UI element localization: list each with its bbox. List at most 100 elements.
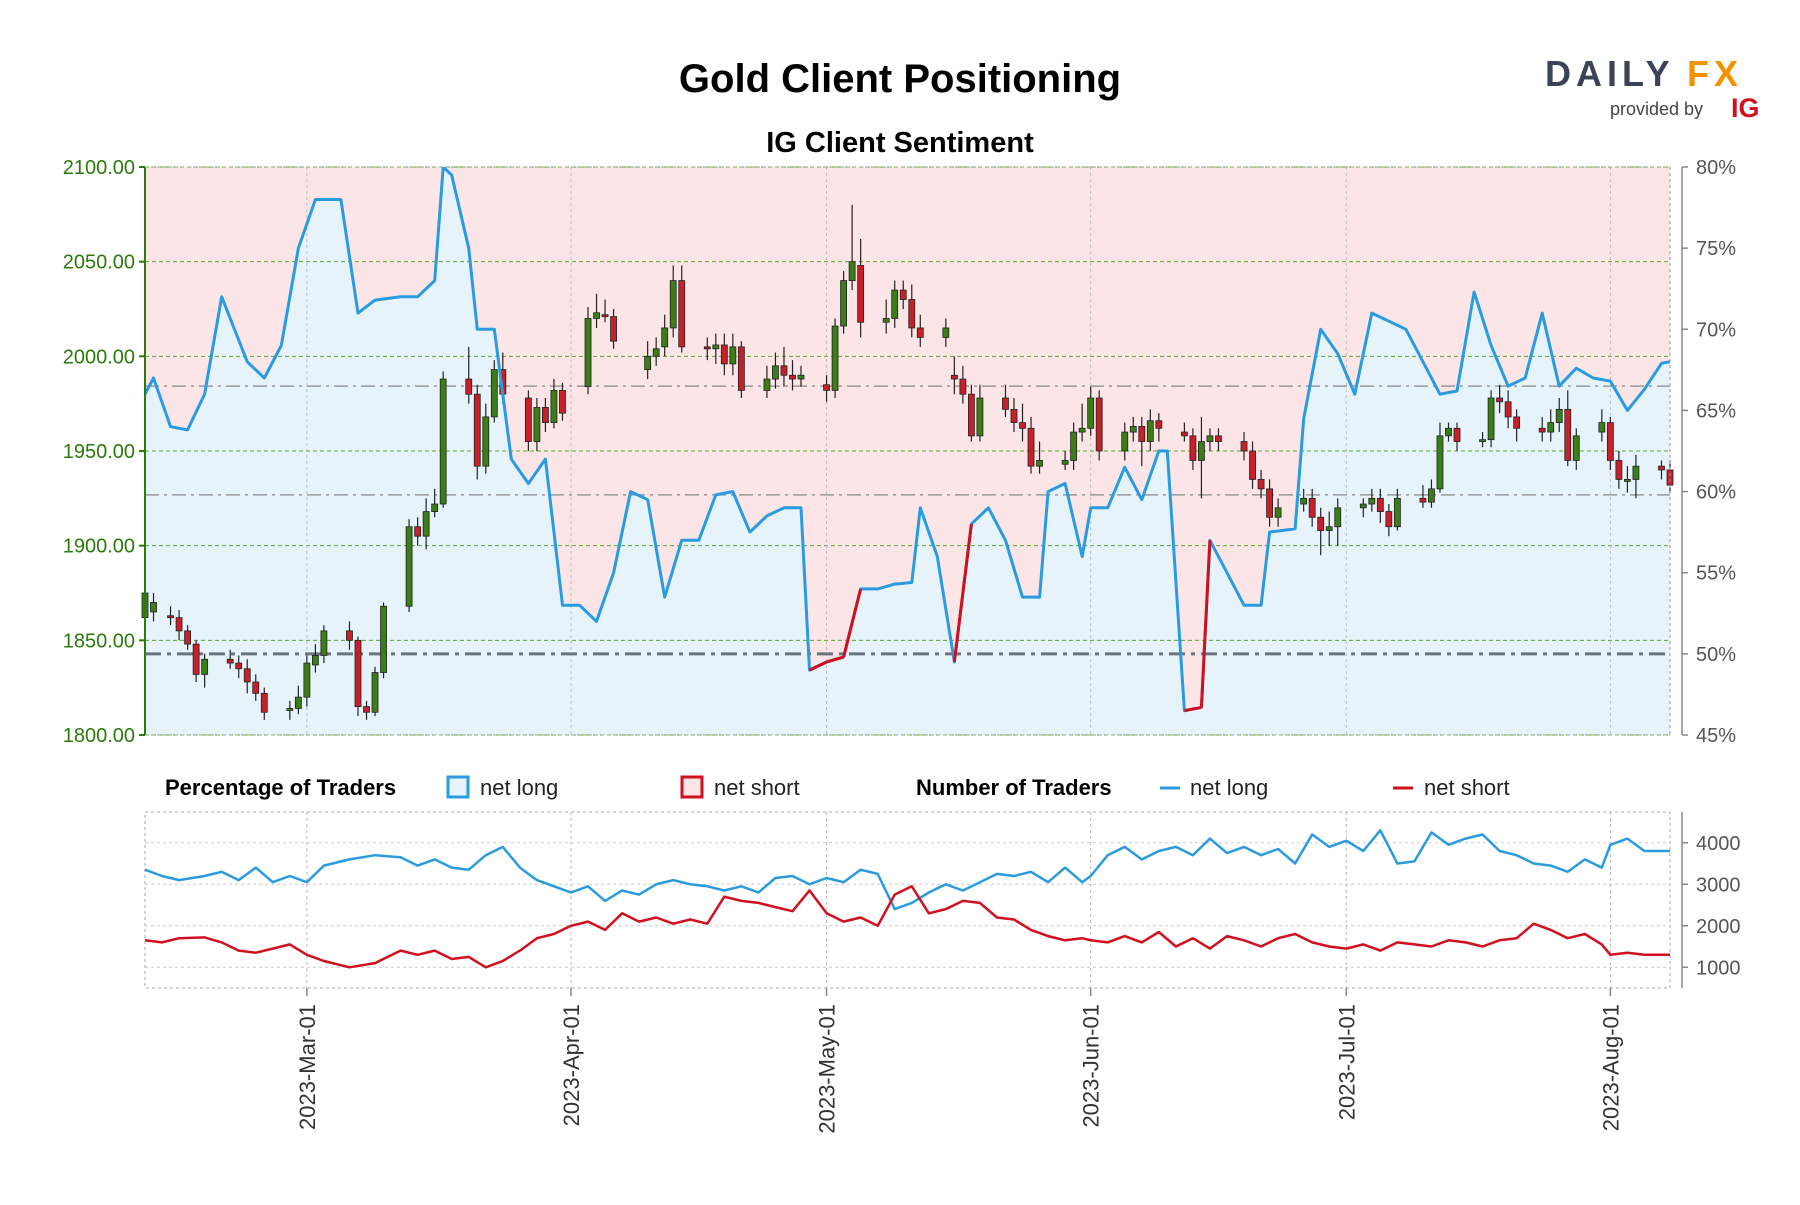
price-tick-label: 1800.00 bbox=[63, 725, 135, 747]
candle bbox=[831, 318, 839, 398]
candle bbox=[848, 204, 856, 291]
candle-body bbox=[1300, 497, 1308, 505]
candle-body bbox=[797, 374, 805, 380]
legend: Percentage of Traders net long net short… bbox=[165, 775, 1510, 800]
candle bbox=[1632, 454, 1640, 499]
candle-body bbox=[1504, 401, 1512, 418]
net-short-percent-segment bbox=[952, 523, 973, 663]
candle-body bbox=[286, 708, 294, 711]
traders-tick-label: 2000 bbox=[1696, 916, 1741, 938]
candle-body bbox=[1538, 427, 1546, 433]
candle bbox=[533, 397, 541, 451]
candle bbox=[976, 384, 984, 442]
candle-body bbox=[916, 327, 924, 338]
sentiment-tick-label: 70% bbox=[1696, 319, 1736, 341]
candle-body bbox=[1624, 478, 1631, 482]
candle bbox=[720, 333, 728, 376]
candle bbox=[789, 360, 796, 391]
candle-body bbox=[1368, 497, 1376, 505]
chart-subtitle: IG Client Sentiment bbox=[766, 127, 1034, 159]
candle-body bbox=[857, 265, 865, 323]
x-tick-label: 2023-Jun-01 bbox=[1079, 1004, 1104, 1128]
candle-body bbox=[959, 378, 967, 395]
legend-pct-long-label: net long bbox=[480, 775, 558, 800]
candle bbox=[1266, 479, 1273, 527]
candle bbox=[916, 314, 924, 347]
candle-body bbox=[1666, 469, 1674, 486]
candle-body bbox=[533, 407, 541, 442]
legend-pct-heading: Percentage of Traders bbox=[165, 775, 396, 800]
candle bbox=[737, 341, 745, 398]
candle-body bbox=[1257, 478, 1265, 490]
x-tick-label: 2023-Jul-01 bbox=[1334, 1004, 1359, 1120]
candle-body bbox=[1436, 435, 1444, 490]
candle-body bbox=[652, 348, 660, 357]
candle bbox=[346, 621, 353, 650]
candle-body bbox=[1036, 460, 1043, 467]
candle bbox=[1419, 485, 1427, 508]
candle bbox=[482, 403, 490, 474]
brand-name-part2: FX bbox=[1687, 53, 1743, 94]
candle-body bbox=[1496, 397, 1504, 403]
traders-tick-label: 3000 bbox=[1696, 874, 1741, 896]
candle-body bbox=[380, 605, 387, 673]
candle bbox=[414, 517, 422, 546]
candle-body bbox=[465, 378, 473, 395]
candle bbox=[882, 299, 890, 334]
candle-body bbox=[1445, 427, 1452, 437]
candle-body bbox=[1266, 488, 1273, 518]
candle-body bbox=[1479, 439, 1486, 443]
candle bbox=[1087, 386, 1095, 436]
x-axis: 2023-Mar-01 2023-Apr-01 2023-May-01 2023-Ju… bbox=[295, 988, 1623, 1134]
candle-body bbox=[703, 346, 711, 350]
candle bbox=[908, 284, 916, 338]
candle-body bbox=[405, 526, 413, 607]
candle-body bbox=[789, 374, 796, 380]
candle-body bbox=[1393, 497, 1401, 528]
price-tick-label: 2000.00 bbox=[63, 346, 135, 368]
candle-body bbox=[490, 369, 498, 418]
candle bbox=[1249, 441, 1256, 489]
candle-body bbox=[729, 346, 737, 365]
candle-body bbox=[1564, 408, 1572, 461]
candle bbox=[1547, 409, 1555, 442]
candle bbox=[167, 606, 174, 626]
candle-body bbox=[1385, 511, 1393, 528]
candle bbox=[1121, 422, 1129, 461]
brand-provided-by: provided by bbox=[1610, 99, 1703, 119]
candle-body bbox=[542, 407, 549, 424]
candle-body bbox=[303, 662, 311, 698]
candle bbox=[175, 610, 183, 641]
candle bbox=[610, 309, 617, 349]
candle-body bbox=[1555, 408, 1563, 424]
candle-body bbox=[243, 668, 251, 683]
candle-body bbox=[601, 314, 609, 318]
candle-body bbox=[831, 325, 839, 391]
candle-body bbox=[192, 643, 200, 675]
candle-body bbox=[737, 346, 745, 391]
candle-body bbox=[678, 280, 686, 348]
candle-body bbox=[644, 355, 652, 370]
candle bbox=[1555, 397, 1563, 433]
traders-tick-label: 1000 bbox=[1696, 957, 1741, 979]
candle-body bbox=[439, 378, 447, 505]
candle-body bbox=[1572, 435, 1580, 461]
candle-body bbox=[891, 289, 899, 319]
brand-logo: DAILY FX provided by IG bbox=[1545, 53, 1760, 123]
candle-body bbox=[1087, 397, 1095, 429]
candle bbox=[1496, 384, 1504, 414]
x-tick-label: 2023-Aug-01 bbox=[1598, 1004, 1623, 1131]
candle-body bbox=[1010, 408, 1018, 424]
candle-body bbox=[1547, 422, 1555, 433]
candle-body bbox=[559, 390, 566, 414]
candle bbox=[150, 593, 157, 622]
candle bbox=[797, 365, 805, 387]
candle-body bbox=[823, 384, 830, 391]
candle bbox=[260, 687, 268, 720]
candle-body bbox=[882, 318, 890, 323]
candle-body bbox=[1453, 427, 1461, 442]
candle bbox=[1070, 422, 1078, 470]
candle bbox=[593, 293, 600, 328]
candle-body bbox=[311, 655, 319, 666]
candle bbox=[1189, 428, 1197, 470]
